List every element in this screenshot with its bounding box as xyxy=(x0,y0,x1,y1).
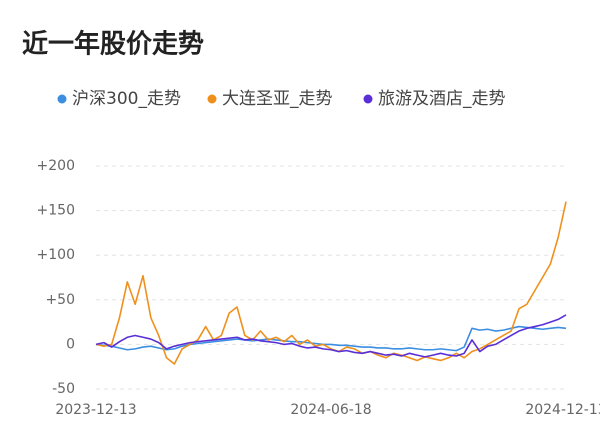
legend-label: 旅游及酒店_走势 xyxy=(378,89,506,109)
y-tick-label: +200 xyxy=(37,158,75,174)
legend-label: 大连圣亚_走势 xyxy=(222,89,333,109)
y-tick-label: +100 xyxy=(37,247,75,263)
chart-title: 近一年股价走势 xyxy=(22,29,204,60)
x-tick-label: 2023-12-13 xyxy=(55,402,136,418)
legend-label: 沪深300_走势 xyxy=(72,89,181,109)
y-tick-label: -50 xyxy=(52,381,75,397)
legend-marker xyxy=(363,94,373,104)
y-tick-label: 0 xyxy=(66,336,75,352)
y-tick-label: +50 xyxy=(45,292,75,308)
x-tick-label: 2024-12-13 xyxy=(525,402,600,418)
legend-marker xyxy=(57,94,67,104)
series-line xyxy=(95,201,567,365)
series-line xyxy=(95,325,567,352)
series-line xyxy=(95,314,567,358)
y-tick-label: +150 xyxy=(37,203,75,219)
legend-marker xyxy=(207,94,217,104)
x-tick-label: 2024-06-18 xyxy=(290,402,371,418)
